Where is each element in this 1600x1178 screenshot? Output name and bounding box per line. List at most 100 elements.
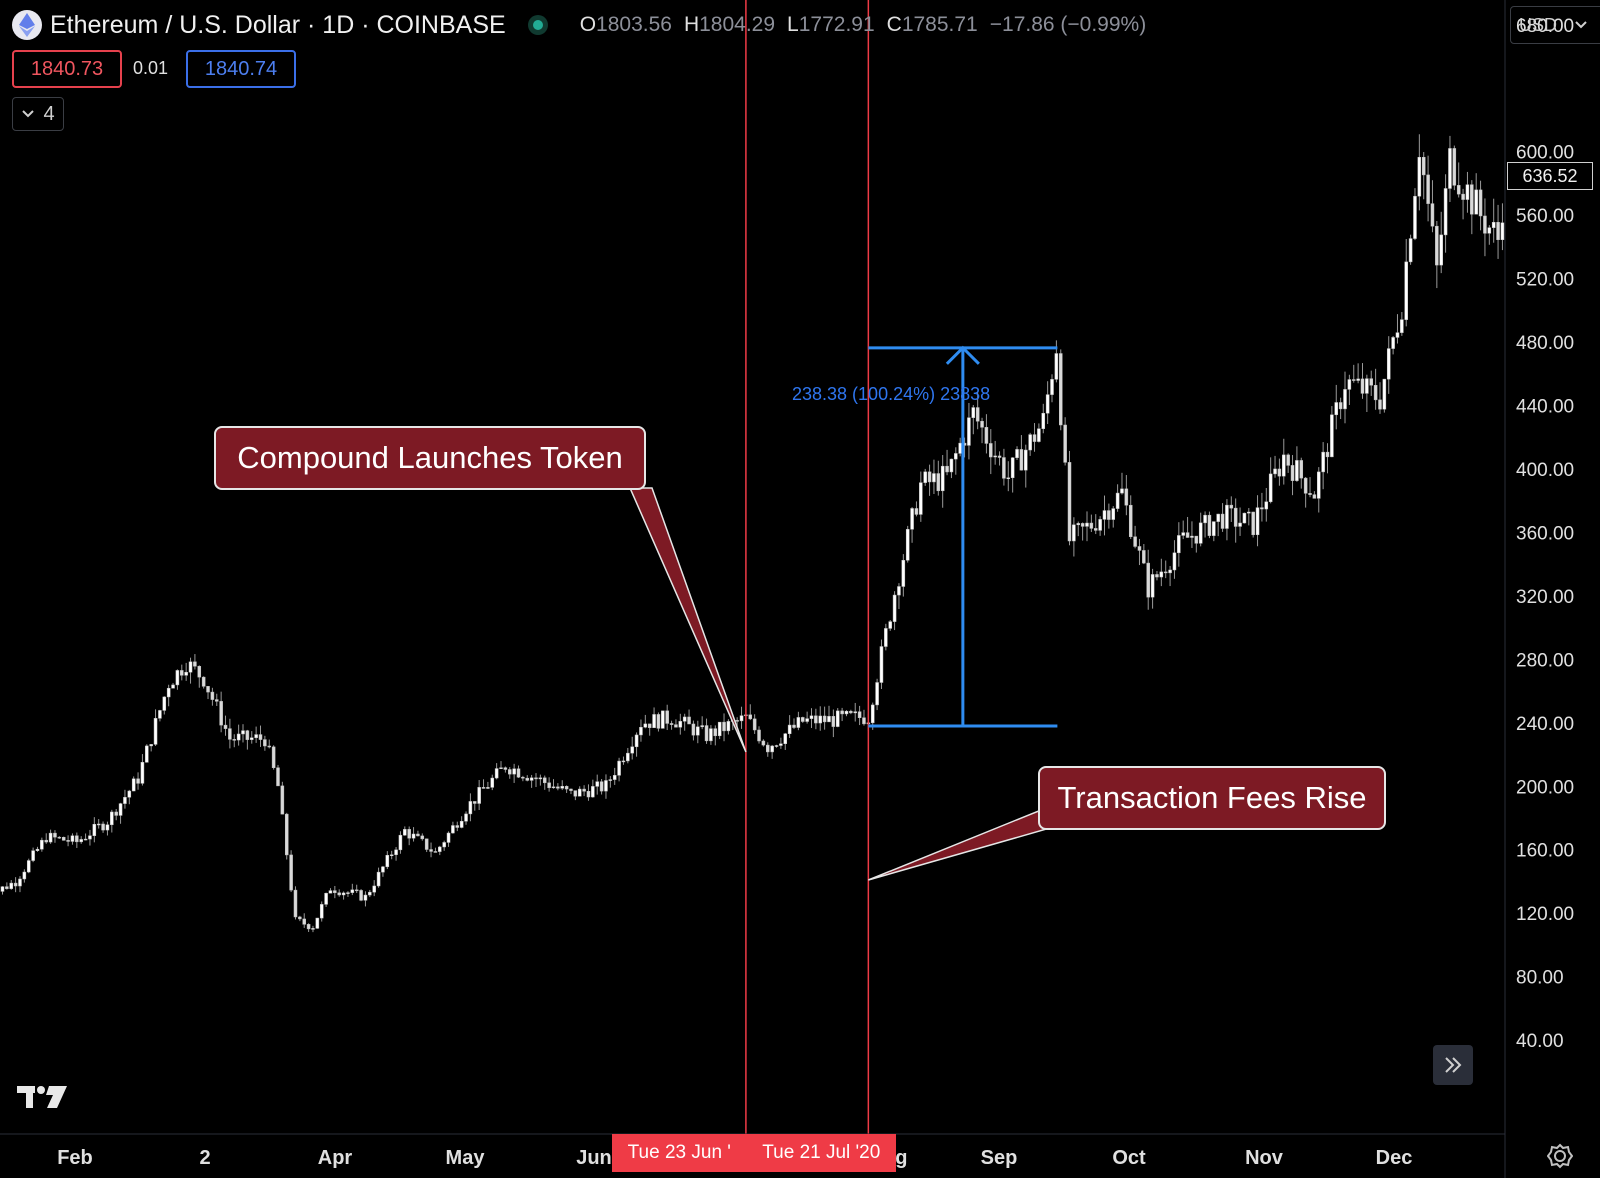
candle-body bbox=[1496, 222, 1500, 240]
candle-body bbox=[547, 782, 551, 789]
candle-body bbox=[1120, 488, 1124, 494]
candle-body bbox=[525, 777, 530, 781]
candle-body bbox=[1417, 156, 1422, 197]
candle-body bbox=[1395, 332, 1400, 338]
open-value: 1803.56 bbox=[596, 13, 672, 36]
buy-button[interactable]: 1840.74 bbox=[186, 50, 296, 88]
candle-body bbox=[687, 716, 691, 725]
candle-body bbox=[892, 594, 897, 622]
candle-body bbox=[770, 745, 774, 753]
candle-body bbox=[88, 835, 92, 840]
callout-compound-launches-token[interactable]: Compound Launches Token bbox=[214, 426, 646, 490]
candle-body bbox=[862, 717, 866, 725]
candle-body bbox=[193, 661, 197, 667]
candle-body bbox=[521, 776, 525, 779]
candle-body bbox=[271, 746, 276, 769]
callout-transaction-fees-rise[interactable]: Transaction Fees Rise bbox=[1038, 766, 1386, 830]
candle-body bbox=[1059, 353, 1063, 426]
x-tick-label: May bbox=[446, 1147, 486, 1169]
symbol-header: Ethereum / U.S. Dollar · 1D · COINBASE O… bbox=[12, 8, 1146, 42]
indicators-count: 4 bbox=[43, 102, 55, 125]
candle-body bbox=[1037, 428, 1041, 442]
candle-body bbox=[1102, 510, 1107, 520]
candle-body bbox=[1238, 522, 1242, 527]
candle-body bbox=[901, 560, 906, 587]
candle-body bbox=[1273, 468, 1277, 475]
y-tick-label: 280.00 bbox=[1516, 650, 1574, 671]
candle-body bbox=[1430, 203, 1435, 227]
candle-body bbox=[188, 661, 193, 673]
symbol-title[interactable]: Ethereum / U.S. Dollar · 1D · COINBASE bbox=[50, 10, 506, 39]
candle-body bbox=[919, 482, 923, 515]
candle-body bbox=[481, 787, 486, 789]
candle-body bbox=[346, 892, 350, 894]
y-tick-label: 600.00 bbox=[1516, 143, 1574, 164]
candle-body bbox=[1137, 546, 1142, 551]
candle-body bbox=[1413, 195, 1417, 239]
candle-body bbox=[971, 407, 976, 418]
candle-body bbox=[114, 811, 118, 816]
candle-body bbox=[586, 791, 591, 798]
gear-icon[interactable] bbox=[1546, 1143, 1574, 1174]
candle-body bbox=[783, 733, 788, 744]
candle-body bbox=[1216, 513, 1220, 522]
candle-body bbox=[302, 918, 306, 925]
candle-body bbox=[96, 823, 101, 826]
x-tick-label: Oct bbox=[1112, 1147, 1146, 1169]
candle-body bbox=[201, 676, 206, 687]
candle-body bbox=[875, 682, 879, 706]
candle-body bbox=[1474, 189, 1478, 215]
candle-body bbox=[1168, 569, 1172, 574]
candle-body bbox=[424, 838, 429, 850]
candle-body bbox=[748, 714, 753, 720]
candle-body bbox=[1133, 536, 1137, 547]
market-status-icon bbox=[527, 15, 548, 35]
candle-body bbox=[551, 786, 556, 789]
candle-body bbox=[958, 442, 962, 454]
high-value: 1804.29 bbox=[699, 13, 776, 36]
candle-body bbox=[70, 835, 75, 842]
candle-body bbox=[394, 849, 398, 855]
callout-pointers bbox=[628, 487, 1051, 881]
candle-body bbox=[1242, 512, 1247, 524]
price-axis[interactable]: 680.00 600.00 560.00 520.00 480.00 440.00 400.… bbox=[1516, 16, 1574, 1052]
candle-body bbox=[1378, 399, 1382, 410]
low-value: 1772.91 bbox=[798, 13, 875, 36]
low-label: L bbox=[787, 13, 799, 36]
price-range-measure[interactable] bbox=[868, 345, 1058, 728]
candle-body bbox=[1365, 378, 1369, 394]
candle-body bbox=[735, 720, 739, 722]
tradingview-logo[interactable] bbox=[16, 1083, 68, 1116]
callout-pointer-left bbox=[628, 487, 747, 753]
open-label: O bbox=[579, 13, 597, 36]
candle-body bbox=[914, 508, 919, 515]
sell-button[interactable]: 1840.73 bbox=[12, 50, 122, 88]
candle-body bbox=[57, 836, 62, 839]
scroll-to-realtime-button[interactable] bbox=[1433, 1045, 1473, 1085]
candle-body bbox=[385, 855, 390, 868]
candle-body bbox=[569, 788, 573, 791]
candle-body bbox=[945, 465, 949, 473]
candle-body bbox=[22, 871, 27, 880]
candle-body bbox=[1400, 319, 1404, 333]
candle-body bbox=[276, 767, 280, 787]
candle-body bbox=[1491, 222, 1496, 228]
candle-body bbox=[599, 781, 604, 792]
currency-select[interactable]: USD bbox=[1510, 6, 1600, 44]
indicators-toggle-button[interactable]: 4 bbox=[12, 97, 64, 131]
candle-body bbox=[1028, 434, 1032, 451]
candle-body bbox=[1351, 379, 1356, 381]
candle-body bbox=[503, 767, 508, 770]
candle-body bbox=[936, 473, 941, 492]
candle-body bbox=[1010, 457, 1015, 479]
candle-body bbox=[774, 745, 779, 747]
candle-body bbox=[298, 916, 302, 920]
candle-body bbox=[1448, 148, 1452, 189]
candle-body bbox=[954, 453, 958, 460]
y-tick-label: 560.00 bbox=[1516, 206, 1574, 227]
candle-body bbox=[1277, 468, 1282, 477]
candle-body bbox=[897, 586, 901, 596]
candle-body bbox=[1295, 460, 1299, 481]
candle-body bbox=[372, 885, 376, 893]
